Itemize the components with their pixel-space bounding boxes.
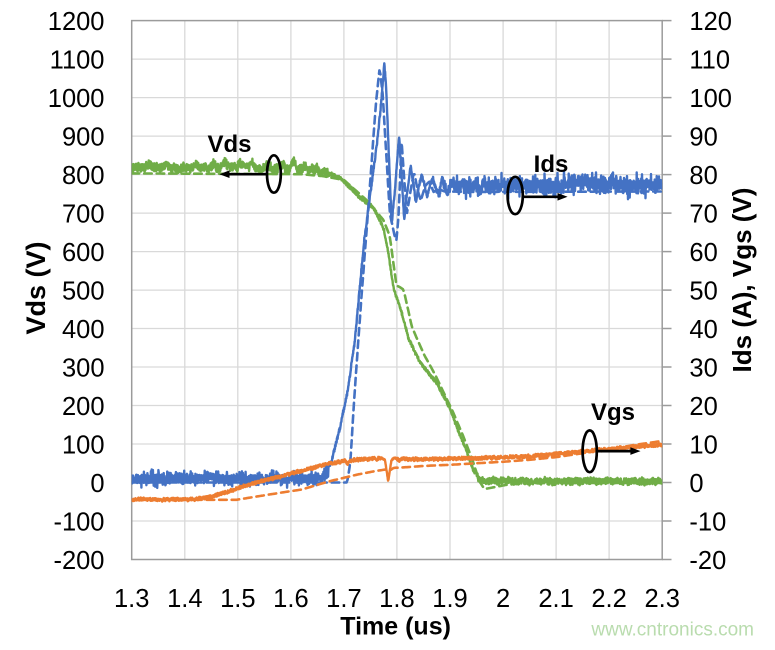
svg-text:1.9: 1.9	[432, 585, 467, 613]
svg-text:Vds (V): Vds (V)	[21, 241, 51, 334]
svg-text:2.1: 2.1	[538, 585, 573, 613]
svg-text:-200: -200	[53, 547, 104, 575]
svg-text:100: 100	[689, 85, 732, 113]
svg-text:600: 600	[62, 239, 105, 267]
svg-text:40: 40	[689, 316, 717, 344]
svg-text:Ids: Ids	[534, 151, 569, 178]
svg-text:1.3: 1.3	[114, 585, 149, 613]
svg-text:90: 90	[689, 124, 717, 152]
svg-text:1.7: 1.7	[326, 585, 361, 613]
svg-text:Vgs: Vgs	[591, 399, 635, 426]
svg-text:1000: 1000	[48, 85, 105, 113]
svg-text:1.4: 1.4	[167, 585, 202, 613]
svg-text:www.cntronics.com: www.cntronics.com	[590, 620, 754, 641]
svg-text:2.2: 2.2	[591, 585, 626, 613]
svg-text:0: 0	[90, 470, 104, 498]
svg-text:1.6: 1.6	[273, 585, 308, 613]
svg-text:80: 80	[689, 162, 717, 190]
svg-text:1100: 1100	[50, 47, 105, 75]
svg-text:2.3: 2.3	[644, 585, 679, 613]
svg-text:100: 100	[62, 432, 105, 460]
svg-text:2: 2	[496, 585, 510, 613]
svg-text:Vds: Vds	[207, 131, 251, 158]
svg-text:-20: -20	[689, 547, 726, 575]
svg-text:200: 200	[62, 393, 105, 421]
svg-text:300: 300	[62, 355, 105, 383]
svg-text:400: 400	[62, 316, 105, 344]
svg-text:0: 0	[689, 470, 703, 498]
svg-text:500: 500	[62, 278, 105, 306]
svg-text:10: 10	[689, 432, 717, 460]
svg-text:20: 20	[689, 393, 717, 421]
svg-text:-10: -10	[689, 509, 726, 537]
svg-text:-100: -100	[53, 509, 104, 537]
svg-text:110: 110	[689, 47, 730, 75]
svg-text:1.8: 1.8	[379, 585, 414, 613]
svg-text:70: 70	[689, 201, 717, 229]
svg-text:30: 30	[689, 355, 717, 383]
svg-text:Ids (A), Vgs (V): Ids (A), Vgs (V)	[727, 188, 757, 373]
svg-text:800: 800	[62, 162, 105, 190]
svg-text:1200: 1200	[48, 8, 105, 36]
svg-text:900: 900	[62, 124, 105, 152]
svg-text:Time (us): Time (us)	[340, 613, 451, 641]
svg-text:50: 50	[689, 278, 717, 306]
svg-text:700: 700	[62, 201, 105, 229]
svg-text:60: 60	[689, 239, 717, 267]
svg-text:1.5: 1.5	[220, 585, 255, 613]
svg-text:120: 120	[689, 8, 732, 36]
